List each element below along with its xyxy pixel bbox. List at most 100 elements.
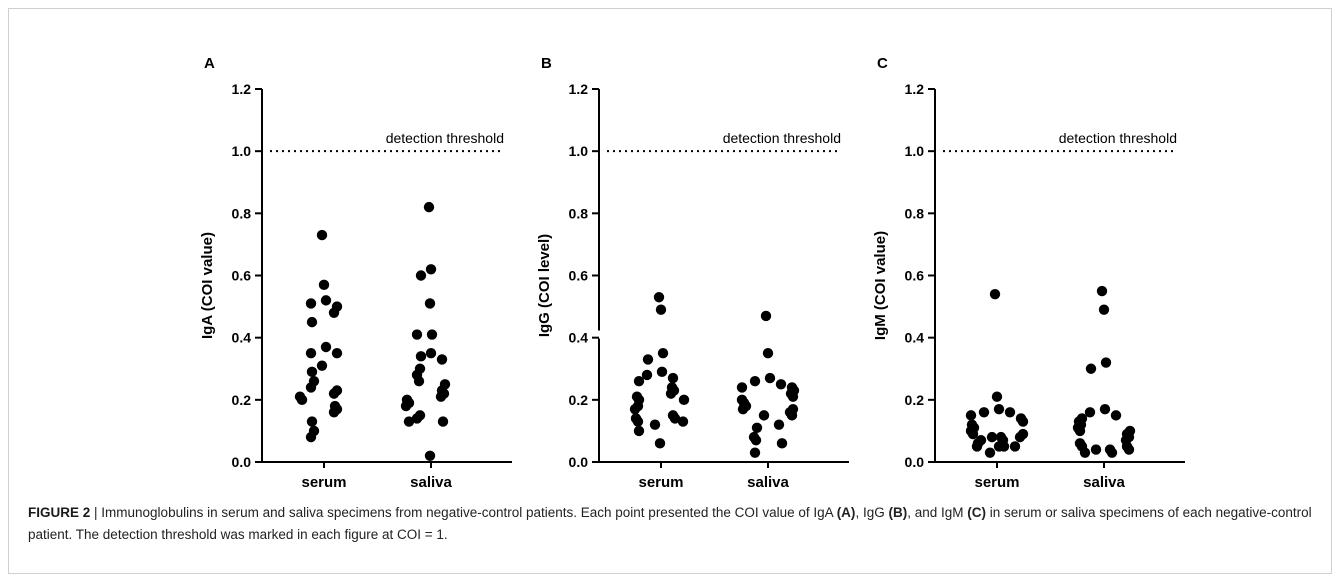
data-point bbox=[677, 416, 689, 427]
y-tick-label: 0.8 bbox=[232, 205, 252, 221]
data-point bbox=[993, 441, 1005, 452]
y-tick-label: 1.0 bbox=[905, 143, 925, 159]
data-point bbox=[328, 407, 340, 418]
data-point bbox=[296, 394, 308, 406]
data-point bbox=[749, 375, 761, 387]
data-point bbox=[991, 391, 1003, 402]
data-point bbox=[737, 403, 749, 415]
data-point bbox=[1079, 447, 1091, 458]
y-axis-label: IgA (COI value) bbox=[199, 232, 216, 339]
figure-frame bbox=[8, 8, 1332, 574]
data-point bbox=[656, 366, 668, 378]
y-tick-label: 0.0 bbox=[232, 454, 252, 470]
threshold-label: detection threshold bbox=[386, 130, 504, 146]
y-tick-label: 1.2 bbox=[232, 81, 252, 97]
data-point bbox=[1100, 357, 1112, 368]
y-tick-label: 0.2 bbox=[569, 392, 589, 408]
data-point bbox=[764, 372, 776, 384]
panel-label: B bbox=[541, 55, 552, 72]
data-point bbox=[305, 348, 317, 359]
data-point bbox=[633, 425, 645, 437]
y-tick-label: 0.2 bbox=[232, 392, 252, 408]
caption-separator: | bbox=[90, 505, 102, 520]
data-point bbox=[1096, 285, 1108, 297]
data-point bbox=[1004, 407, 1016, 418]
data-point bbox=[655, 304, 667, 315]
data-point bbox=[760, 310, 772, 322]
y-tick-label: 1.2 bbox=[569, 81, 589, 97]
data-point bbox=[306, 366, 318, 378]
data-point bbox=[328, 388, 340, 399]
data-point bbox=[1098, 304, 1110, 315]
caption-text-1: Immunoglobulins in serum and saliva spec… bbox=[101, 505, 837, 520]
data-point bbox=[1014, 431, 1026, 443]
y-tick-label: 0.6 bbox=[905, 268, 925, 284]
data-point bbox=[425, 348, 437, 359]
y-tick-label: 0.0 bbox=[569, 454, 589, 470]
data-point bbox=[776, 438, 788, 449]
data-point bbox=[1074, 425, 1086, 437]
data-point bbox=[633, 375, 645, 387]
y-tick-label: 0.6 bbox=[232, 268, 252, 284]
y-tick-label: 0.8 bbox=[569, 205, 589, 221]
caption-ref-a: (A) bbox=[836, 505, 856, 520]
data-point bbox=[653, 292, 665, 303]
data-point bbox=[967, 428, 979, 440]
panel-b: B 0.0 0.2 0.4 0.6 0.8 1.0 1.2 IgG (COI level) det… bbox=[536, 55, 849, 491]
data-point bbox=[423, 201, 435, 213]
panel-label: A bbox=[204, 55, 215, 72]
caption-figure-label: FIGURE 2 bbox=[28, 505, 91, 520]
data-point bbox=[305, 382, 317, 393]
x-tick-label: serum bbox=[638, 474, 683, 491]
y-tick-label: 0.0 bbox=[905, 454, 925, 470]
data-point bbox=[750, 435, 762, 446]
data-point bbox=[787, 391, 799, 402]
x-tick-label: saliva bbox=[747, 474, 789, 491]
data-point bbox=[678, 394, 690, 406]
data-point bbox=[316, 229, 328, 241]
data-point bbox=[403, 416, 415, 427]
y-tick-label: 1.0 bbox=[569, 143, 589, 159]
y-axis-label: IgG (COI level) bbox=[536, 234, 553, 337]
data-point bbox=[642, 354, 654, 365]
threshold-label: detection threshold bbox=[1059, 130, 1177, 146]
figure-panels: A 0.0 0.2 0.4 0.6 0.8 1.0 1.2 IgA (COI value) det… bbox=[199, 55, 1185, 491]
data-point bbox=[989, 288, 1001, 300]
data-point bbox=[425, 264, 437, 275]
data-point bbox=[436, 354, 448, 365]
data-point bbox=[665, 388, 677, 399]
data-point bbox=[1090, 444, 1102, 455]
data-point bbox=[786, 410, 798, 421]
data-point bbox=[437, 416, 449, 427]
data-point bbox=[316, 360, 328, 371]
x-tick-label: serum bbox=[974, 474, 1019, 491]
data-point bbox=[773, 419, 785, 430]
data-point bbox=[331, 348, 343, 359]
data-point bbox=[306, 416, 318, 427]
data-point bbox=[762, 348, 774, 359]
data-point bbox=[318, 279, 330, 291]
data-point bbox=[641, 369, 653, 381]
data-point bbox=[415, 270, 427, 281]
panel-label: C bbox=[877, 55, 888, 72]
y-tick-label: 0.4 bbox=[905, 330, 925, 346]
data-point bbox=[654, 438, 666, 449]
y-tick-label: 0.6 bbox=[569, 268, 589, 284]
caption-text-3: , and IgM bbox=[907, 505, 968, 520]
x-tick-label: saliva bbox=[1083, 474, 1125, 491]
data-point bbox=[978, 407, 990, 418]
data-point bbox=[320, 341, 332, 353]
data-point bbox=[413, 375, 425, 387]
data-point bbox=[984, 447, 996, 458]
caption-ref-c: (C) bbox=[967, 505, 986, 520]
y-tick-label: 1.0 bbox=[232, 143, 252, 159]
data-point bbox=[424, 298, 436, 309]
data-point bbox=[669, 413, 681, 424]
caption-text-2: , IgG bbox=[855, 505, 889, 520]
data-point bbox=[1084, 407, 1096, 418]
y-tick-label: 0.8 bbox=[905, 205, 925, 221]
panel-c: C 0.0 0.2 0.4 0.6 0.8 1.0 1.2 IgM (COI value) det… bbox=[872, 55, 1185, 491]
data-point bbox=[305, 431, 317, 443]
data-point bbox=[986, 431, 998, 443]
data-point bbox=[411, 413, 423, 424]
